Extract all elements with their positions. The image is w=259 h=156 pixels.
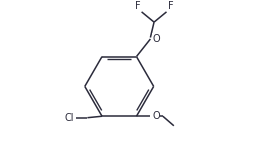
- Text: O: O: [152, 111, 160, 121]
- Text: O: O: [152, 34, 160, 44]
- Text: Cl: Cl: [65, 113, 74, 123]
- Text: F: F: [134, 1, 140, 11]
- Text: F: F: [168, 1, 174, 11]
